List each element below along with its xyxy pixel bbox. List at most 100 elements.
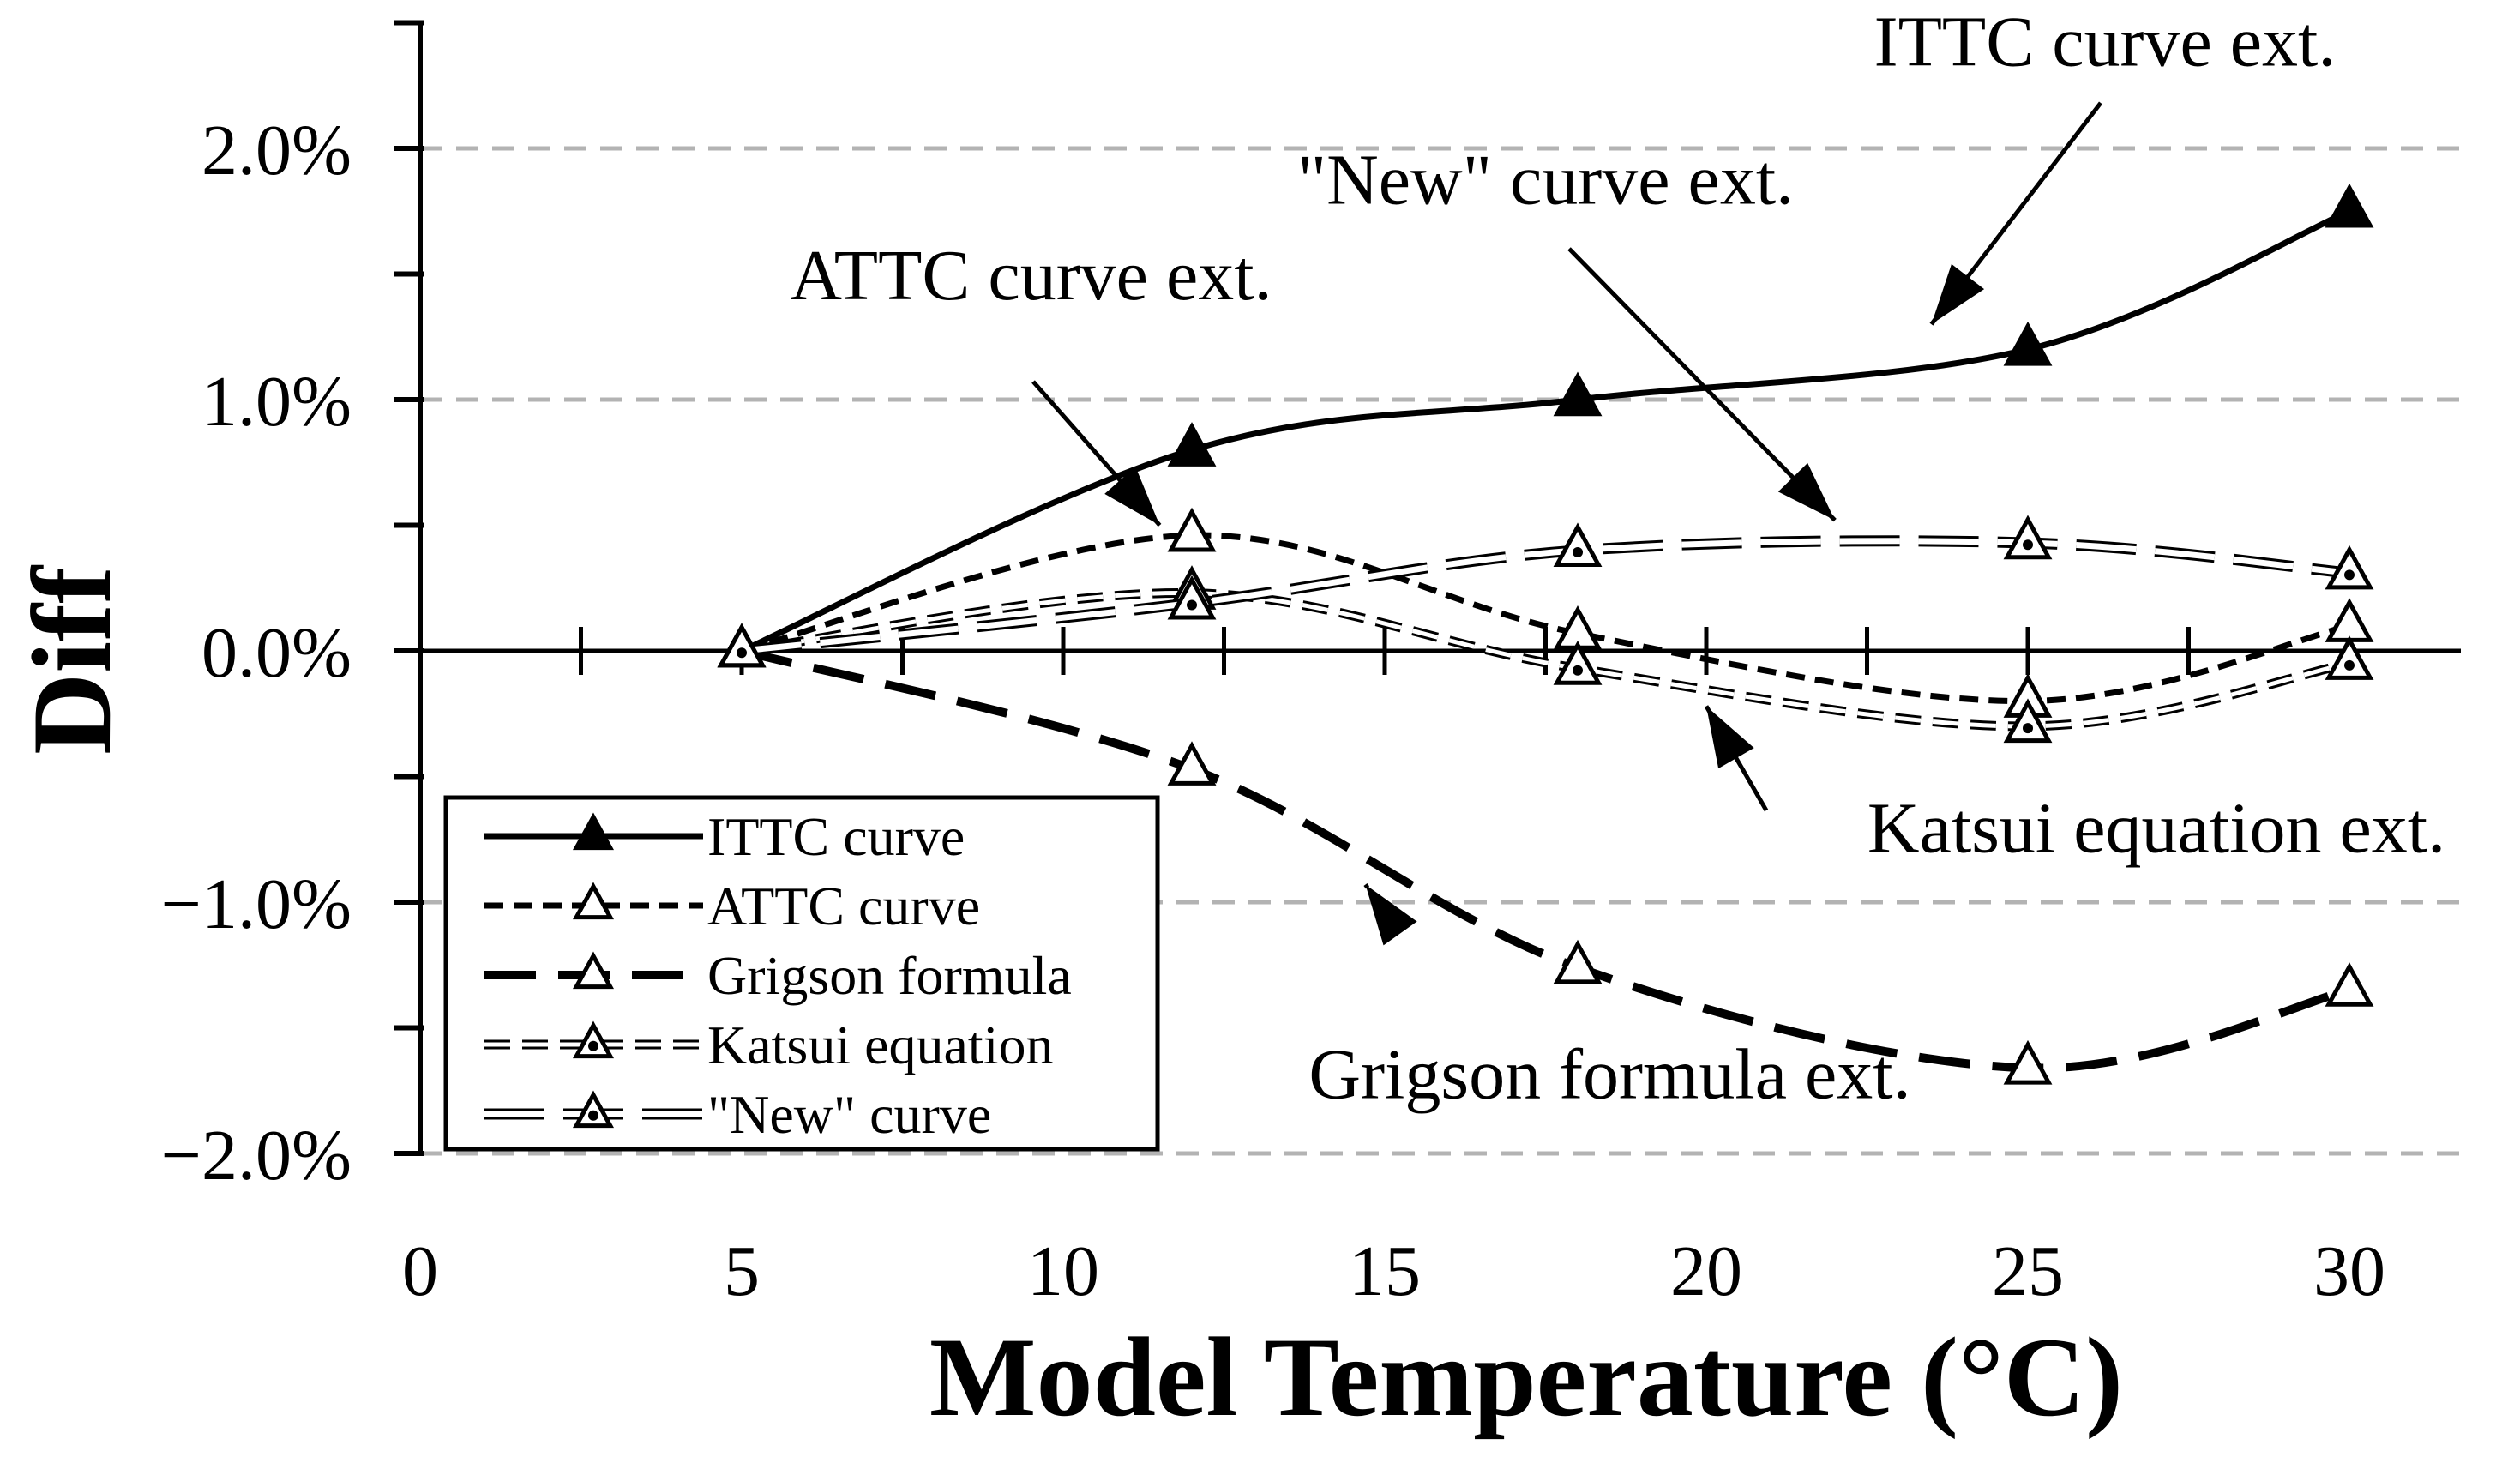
data-point <box>2003 515 2053 560</box>
marker-shape <box>1553 939 1603 984</box>
marker-shape <box>2003 698 2053 744</box>
series-group <box>717 183 2374 1085</box>
legend-marker <box>572 812 615 851</box>
y-tick-label: 1.0% <box>201 362 352 442</box>
data-point <box>1553 371 1603 417</box>
marker-shape <box>1167 741 1217 786</box>
marker-dot <box>588 1040 598 1051</box>
marker-dot <box>1573 547 1583 557</box>
legend-entry-2: Grigson formula <box>484 945 1072 1006</box>
marker-shape <box>717 623 767 668</box>
data-point <box>1167 507 1217 552</box>
data-point <box>2325 545 2374 590</box>
marker-shape <box>572 1020 615 1059</box>
data-point <box>717 623 767 668</box>
marker-dot <box>588 1110 598 1121</box>
y-tick-label: −2.0% <box>161 1116 352 1195</box>
marker-shape <box>1553 522 1603 568</box>
marker-shape <box>572 812 615 851</box>
annotation-arrow-head <box>1777 462 1835 521</box>
data-point <box>1553 939 1603 984</box>
marker-dot <box>2344 569 2355 581</box>
marker-shape <box>1167 507 1217 552</box>
annotation-arrow-head <box>1365 884 1417 946</box>
marker-shape <box>1167 422 1217 467</box>
y-axis-title: Diff <box>9 564 135 755</box>
marker-shape <box>572 1090 615 1129</box>
annotation-3: Katsui equation ext. <box>1704 705 2445 868</box>
data-point <box>1167 575 1217 620</box>
legend-marker <box>572 1020 615 1059</box>
data-point <box>2003 321 2053 366</box>
legend-label: ITTC curve <box>707 806 965 867</box>
marker-shape <box>2325 598 2374 642</box>
data-point <box>1553 641 1603 685</box>
annotation-label: ATTC curve ext. <box>790 236 1272 316</box>
marker-shape <box>2003 1039 2053 1085</box>
tick-labels: −2.0% −1.0% 0.0% 1.0% 2.0% 0 5 10 15 20 25 30 <box>161 111 2385 1311</box>
x-tick-label: 0 <box>402 1231 438 1311</box>
data-point <box>1167 422 1217 467</box>
x-tick-label: 5 <box>724 1231 760 1311</box>
legend: ITTC curve ATTC curve Grigson formula Katsu… <box>443 795 1160 1152</box>
x-tick-label: 20 <box>1670 1231 1742 1311</box>
series-line <box>741 532 2350 705</box>
legend-marker <box>572 1090 615 1129</box>
series-0 <box>717 183 2374 668</box>
annotation-arrow-line <box>1567 247 1837 522</box>
data-point <box>2325 635 2374 680</box>
x-tick-label: 15 <box>1349 1231 1421 1311</box>
data-point <box>2325 598 2374 642</box>
legend-entry-1: ATTC curve <box>484 876 980 936</box>
legend-entry-3: Katsui equation <box>484 1014 1053 1075</box>
legend-label: ATTC curve <box>707 876 980 936</box>
legend-label: Grigson formula <box>707 945 1072 1006</box>
annotations: ITTC curve ext. "New" curve ext. ATTC curv… <box>790 2 2445 1114</box>
x-tick-label: 25 <box>1992 1231 2064 1311</box>
legend-marker <box>572 951 615 990</box>
annotation-label: ITTC curve ext. <box>1874 2 2337 81</box>
y-tick-label: −1.0% <box>161 864 352 944</box>
marker-shape <box>572 951 615 990</box>
axes <box>394 20 2461 1156</box>
y-tick-label: 2.0% <box>201 111 352 190</box>
legend-entry-0: ITTC curve <box>484 806 965 867</box>
annotation-2: ATTC curve ext. <box>790 236 1272 527</box>
marker-shape <box>2325 962 2374 1007</box>
marker-shape <box>1167 575 1217 620</box>
marker-shape <box>2003 515 2053 560</box>
annotation-0: ITTC curve ext. <box>1874 2 2337 326</box>
marker-shape <box>2003 321 2053 366</box>
data-point <box>1553 522 1603 568</box>
x-tick-label: 30 <box>2313 1231 2385 1311</box>
legend-label: Katsui equation <box>707 1014 1053 1075</box>
legend-entry-4: "New" curve <box>484 1084 991 1145</box>
x-axis-title: Model Temperature (°C) <box>929 1314 2123 1440</box>
marker-shape <box>2325 635 2374 680</box>
marker-dot <box>737 647 747 659</box>
legend-label: "New" curve <box>707 1084 991 1145</box>
marker-dot <box>2023 723 2033 734</box>
y-tick-label: 0.0% <box>201 613 352 693</box>
legend-marker <box>572 882 615 920</box>
data-point <box>2325 183 2374 228</box>
data-point <box>2003 698 2053 744</box>
marker-shape <box>1553 641 1603 685</box>
marker-dot <box>1573 665 1583 676</box>
marker-dot <box>2023 539 2033 551</box>
series-4 <box>717 515 2374 668</box>
data-point <box>2325 962 2374 1007</box>
annotation-label: "New" curve ext. <box>1297 140 1794 220</box>
marker-shape <box>572 882 615 920</box>
marker-shape <box>2325 183 2374 228</box>
marker-dot <box>1187 599 1197 611</box>
annotation-4: Grigson formula ext. <box>1308 883 1911 1115</box>
data-point <box>1167 741 1217 786</box>
annotation-label: Grigson formula ext. <box>1308 1035 1910 1115</box>
marker-shape <box>2325 545 2374 590</box>
annotation-arrow-head <box>1931 263 1985 325</box>
annotation-1: "New" curve ext. <box>1297 140 1837 522</box>
x-tick-label: 10 <box>1027 1231 1099 1311</box>
annotation-label: Katsui equation ext. <box>1867 788 2445 868</box>
